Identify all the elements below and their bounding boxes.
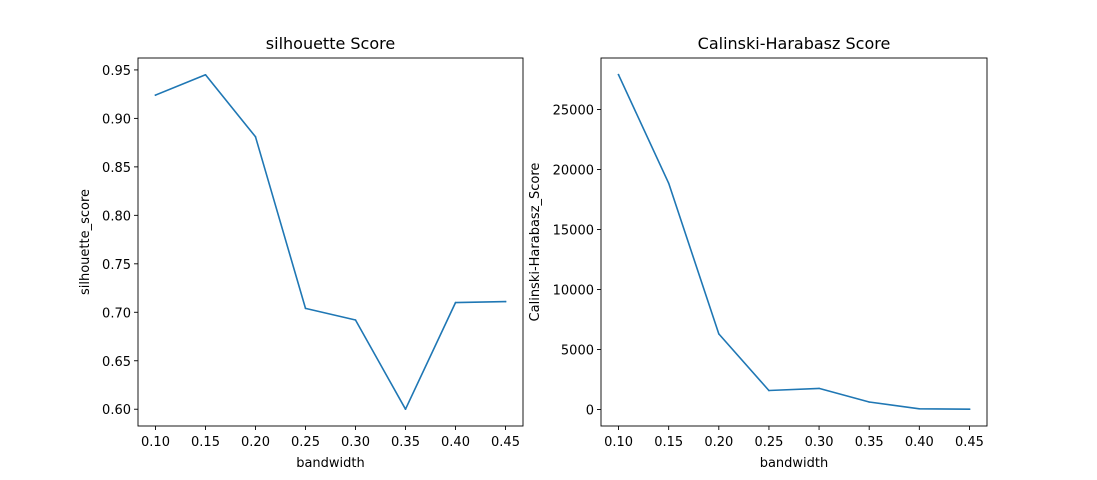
x-tick-label: 0.35	[391, 435, 420, 450]
data-point	[504, 300, 507, 303]
chart-title: silhouette Score	[266, 34, 395, 53]
x-tick-label: 0.10	[604, 435, 633, 450]
y-tick-label: 0.95	[102, 64, 131, 79]
plot-frame	[137, 57, 524, 427]
data-point	[154, 94, 157, 96]
y-tick-label: 0.75	[102, 258, 131, 273]
x-tick-label: 0.25	[754, 435, 783, 450]
data-point	[918, 407, 921, 410]
x-tick-label: 0.20	[241, 435, 270, 450]
calinski-harabasz-chart: Calinski-Harabasz Score bandwidth Calins…	[528, 34, 988, 471]
y-tick-label: 25000	[553, 104, 594, 119]
x-tick-label: 0.15	[191, 435, 220, 450]
x-tick-label: 0.30	[341, 435, 370, 450]
x-axis-label: bandwidth	[296, 456, 365, 471]
y-tick-label: 5000	[561, 343, 594, 358]
data-point	[818, 387, 820, 390]
data-point	[354, 319, 357, 321]
data-point	[868, 401, 870, 403]
y-axis-label: Calinski-Harabasz_Score	[528, 163, 543, 322]
y-tick-label: 20000	[553, 164, 594, 179]
y-tick-label: 0.70	[102, 306, 131, 321]
x-tick-label: 0.30	[805, 435, 834, 450]
data-point	[968, 408, 971, 411]
y-tick-label: 0.90	[102, 112, 131, 127]
data-point	[768, 389, 770, 392]
x-tick-label: 0.40	[905, 435, 934, 450]
y-tick-label: 10000	[553, 284, 594, 299]
chart-title: Calinski-Harabasz Score	[698, 34, 891, 53]
x-tick-label: 0.45	[491, 435, 520, 450]
y-tick-label: 0.65	[102, 355, 131, 370]
x-tick-label: 0.40	[441, 435, 470, 450]
data-point	[667, 182, 670, 185]
y-tick-label: 0.60	[102, 403, 131, 418]
x-tick-label: 0.45	[955, 435, 984, 450]
series-line	[617, 73, 971, 411]
x-tick-label: 0.10	[141, 435, 170, 450]
data-point	[204, 73, 207, 76]
y-tick-label: 0	[586, 403, 594, 418]
x-axis-label: bandwidth	[760, 456, 829, 471]
x-tick-label: 0.15	[654, 435, 683, 450]
x-tick-label: 0.35	[855, 435, 884, 450]
silhouette-chart: silhouette Score bandwidth silhouette_sc…	[78, 34, 524, 471]
series-line	[154, 74, 507, 411]
data-point	[718, 333, 720, 335]
y-tick-label: 0.80	[102, 209, 131, 224]
data-point	[304, 307, 307, 310]
y-tick-label: 0.85	[102, 161, 131, 176]
plot-frame	[600, 57, 988, 427]
data-point	[617, 73, 620, 76]
x-tick-label: 0.20	[704, 435, 733, 450]
data-point	[454, 301, 457, 304]
data-point	[404, 408, 407, 411]
x-tick-label: 0.25	[291, 435, 320, 450]
y-tick-label: 15000	[553, 224, 594, 239]
y-axis-label: silhouette_score	[78, 189, 93, 295]
data-point	[254, 136, 257, 138]
